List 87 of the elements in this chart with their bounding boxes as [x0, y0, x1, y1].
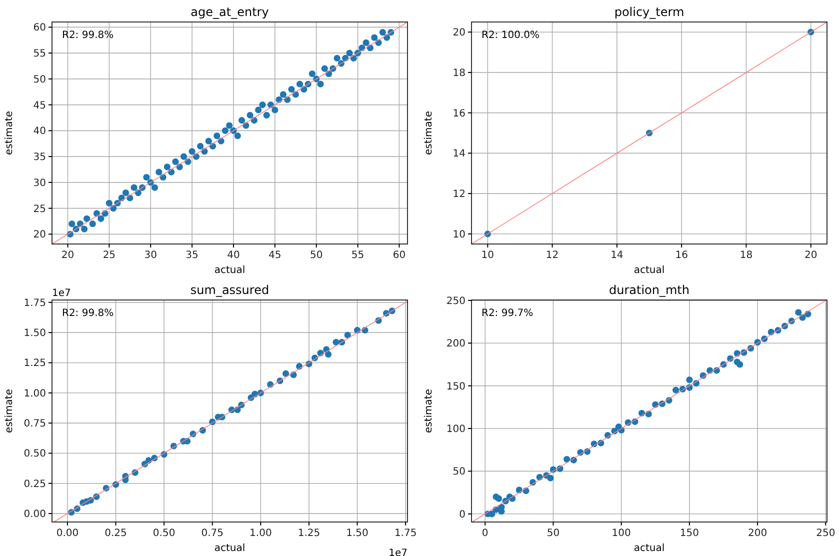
chart-title: sum_assured [190, 283, 270, 297]
point [344, 332, 351, 338]
chart-title: duration_mth [609, 283, 690, 297]
x-tick-label: 60 [392, 250, 406, 261]
annotation: R2: 99.7% [482, 308, 534, 319]
y-tick-label: 1.00 [24, 388, 46, 400]
annotation: R2: 99.8% [62, 308, 114, 319]
annotation: R2: 100.0% [482, 30, 540, 41]
x-tick-label: 100 [612, 528, 631, 539]
annotation: R2: 99.8% [62, 30, 114, 41]
x-tick-label: 250 [816, 528, 836, 539]
x-tick-label: 12 [546, 250, 559, 261]
y-tick-label: 0.00 [24, 509, 46, 520]
x-tick-label: 0.75 [201, 528, 224, 539]
y-tick-label: 150 [446, 381, 466, 392]
y-tick-label: 35 [33, 152, 46, 164]
chart-title: age_at_entry [190, 5, 269, 19]
y-tick-label: 18 [452, 68, 466, 79]
point [686, 376, 693, 384]
chart-title: policy_term [614, 5, 684, 19]
x-axis-title: actual [634, 265, 665, 276]
x-tick-label: 0 [482, 528, 488, 539]
point [547, 474, 554, 482]
x-tick-label: 20 [61, 250, 74, 261]
x-tick-label: 30 [144, 250, 157, 261]
y-tick-label: 1.25 [24, 358, 46, 370]
y-tick-label: 100 [446, 424, 466, 436]
point [498, 508, 505, 515]
x-tick-label: 1.50 [346, 528, 368, 539]
y-axis-title: estimate [424, 388, 434, 434]
x-tick-label: 150 [680, 528, 699, 539]
text: 1e7 [52, 288, 71, 299]
point [672, 386, 680, 394]
y-tick-label: 20 [452, 28, 466, 39]
x-tick-label: 1.00 [250, 528, 272, 539]
y-tick-label: 40 [33, 126, 46, 138]
y-tick-label: 50 [452, 466, 466, 478]
y-tick-label: 25 [33, 204, 46, 215]
point [324, 350, 332, 358]
y-tick-label: 1.75 [24, 298, 46, 309]
y-axis-title: estimate [4, 110, 15, 156]
x-axis-title: actual [214, 265, 246, 276]
x-tick-label: 16 [675, 250, 688, 261]
x-tick-label: 40 [227, 250, 240, 261]
x-tick-label: 55 [351, 250, 364, 261]
y-tick-label: 50 [33, 74, 46, 86]
x-tick-label: 18 [740, 250, 753, 261]
x-tick-label: 20 [804, 250, 818, 261]
y-tick-label: 0.50 [24, 448, 46, 460]
point [495, 495, 502, 502]
y-tick-label: 200 [446, 338, 466, 350]
x-tick-label: 14 [610, 250, 624, 261]
x-tick-label: 0.00 [56, 528, 79, 539]
text: 1e7 [388, 548, 408, 556]
x-tick-label: 200 [748, 528, 768, 539]
x-tick-label: 1.25 [298, 528, 320, 539]
y-tick-label: 10 [452, 229, 466, 240]
y-tick-label: 55 [33, 48, 46, 60]
y-tick-label: 0.75 [24, 418, 46, 430]
point [736, 361, 744, 368]
x-tick-label: 1.75 [394, 528, 417, 539]
x-tick-label: 0.25 [104, 528, 127, 539]
x-tick-label: 45 [268, 250, 282, 261]
point [795, 309, 802, 316]
y-tick-label: 30 [33, 178, 46, 189]
x-tick-label: 0.50 [152, 528, 176, 539]
y-tick-label: 1.50 [24, 328, 46, 340]
x-tick-label: 25 [102, 250, 116, 261]
y-tick-label: 12 [452, 189, 466, 200]
y-tick-label: 250 [446, 296, 466, 307]
y-axis-title: estimate [424, 110, 434, 156]
point [282, 370, 290, 377]
x-tick-label: 50 [546, 528, 560, 539]
y-tick-label: 16 [452, 108, 466, 120]
x-tick-label: 35 [186, 250, 198, 261]
y-tick-label: 0.25 [24, 478, 46, 490]
x-tick-label: 10 [481, 250, 494, 261]
x-axis-title: actual [214, 543, 246, 554]
y-tick-label: 0 [459, 509, 466, 520]
y-axis-title: estimate [4, 388, 15, 434]
x-axis-title: actual [634, 543, 665, 554]
y-tick-label: 14 [452, 148, 466, 160]
y-tick-label: 60 [33, 22, 46, 34]
point [564, 456, 570, 463]
x-tick-label: 50 [310, 250, 323, 261]
y-tick-label: 20 [33, 230, 46, 241]
y-tick-label: 45 [33, 100, 46, 112]
